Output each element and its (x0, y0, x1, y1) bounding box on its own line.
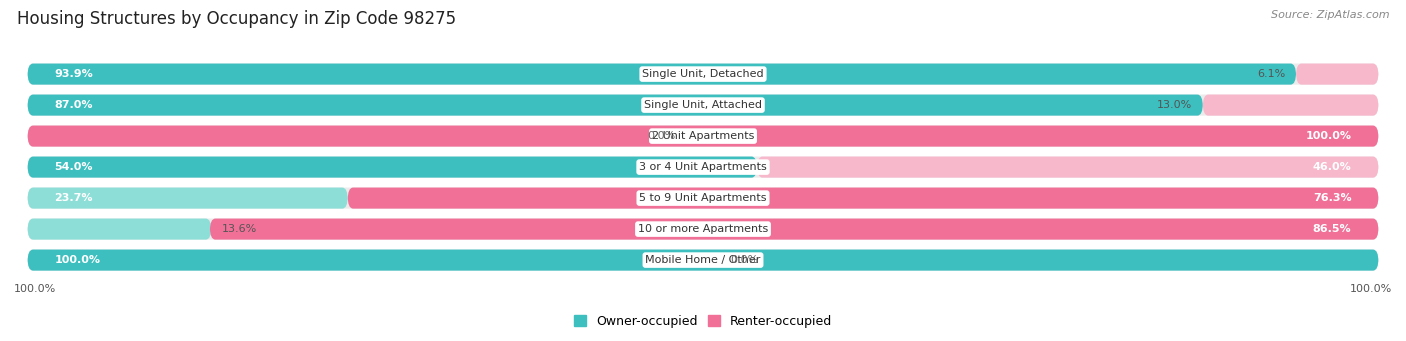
FancyBboxPatch shape (28, 125, 1378, 147)
Text: Single Unit, Attached: Single Unit, Attached (644, 100, 762, 110)
FancyBboxPatch shape (1296, 63, 1378, 85)
FancyBboxPatch shape (28, 94, 1202, 116)
Text: Source: ZipAtlas.com: Source: ZipAtlas.com (1271, 10, 1389, 20)
Text: 100.0%: 100.0% (1305, 131, 1351, 141)
FancyBboxPatch shape (28, 94, 1378, 116)
Text: 6.1%: 6.1% (1257, 69, 1285, 79)
Text: 46.0%: 46.0% (1313, 162, 1351, 172)
Text: Single Unit, Detached: Single Unit, Detached (643, 69, 763, 79)
Text: 0.0%: 0.0% (730, 255, 758, 265)
Text: 76.3%: 76.3% (1313, 193, 1351, 203)
Text: 100.0%: 100.0% (14, 284, 56, 294)
FancyBboxPatch shape (1202, 94, 1378, 116)
Text: 93.9%: 93.9% (55, 69, 93, 79)
Text: 87.0%: 87.0% (55, 100, 93, 110)
Text: 54.0%: 54.0% (55, 162, 93, 172)
FancyBboxPatch shape (28, 157, 1378, 178)
Text: 13.6%: 13.6% (222, 224, 257, 234)
Text: 23.7%: 23.7% (55, 193, 93, 203)
FancyBboxPatch shape (28, 63, 1378, 85)
Text: 2 Unit Apartments: 2 Unit Apartments (652, 131, 754, 141)
FancyBboxPatch shape (209, 219, 1378, 240)
FancyBboxPatch shape (347, 188, 1378, 209)
FancyBboxPatch shape (28, 250, 1378, 271)
Text: 10 or more Apartments: 10 or more Apartments (638, 224, 768, 234)
Text: 0.0%: 0.0% (648, 131, 676, 141)
FancyBboxPatch shape (28, 125, 1378, 147)
FancyBboxPatch shape (756, 157, 1378, 178)
FancyBboxPatch shape (28, 188, 347, 209)
Text: 100.0%: 100.0% (55, 255, 101, 265)
Text: 86.5%: 86.5% (1313, 224, 1351, 234)
Legend: Owner-occupied, Renter-occupied: Owner-occupied, Renter-occupied (568, 310, 838, 333)
FancyBboxPatch shape (28, 219, 211, 240)
Text: 5 to 9 Unit Apartments: 5 to 9 Unit Apartments (640, 193, 766, 203)
Text: Mobile Home / Other: Mobile Home / Other (645, 255, 761, 265)
Text: Housing Structures by Occupancy in Zip Code 98275: Housing Structures by Occupancy in Zip C… (17, 10, 456, 28)
Text: 13.0%: 13.0% (1157, 100, 1192, 110)
FancyBboxPatch shape (28, 188, 1378, 209)
Text: 3 or 4 Unit Apartments: 3 or 4 Unit Apartments (640, 162, 766, 172)
Text: 100.0%: 100.0% (1350, 284, 1392, 294)
FancyBboxPatch shape (28, 219, 1378, 240)
FancyBboxPatch shape (28, 250, 1378, 271)
FancyBboxPatch shape (28, 157, 756, 178)
FancyBboxPatch shape (28, 63, 1296, 85)
